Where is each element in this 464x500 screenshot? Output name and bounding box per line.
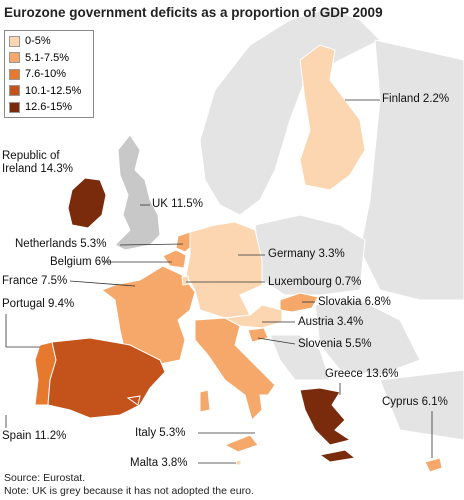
country-shape xyxy=(299,387,352,446)
leader-line xyxy=(69,280,136,287)
country-label: Belgium 6% xyxy=(50,256,112,268)
title: Eurozone government deficits as a propor… xyxy=(4,5,383,20)
country-shape xyxy=(162,249,187,269)
legend-label: 7.6-10% xyxy=(25,68,66,80)
legend-item: 7.6-10% xyxy=(9,68,66,80)
country-label: Germany 3.3% xyxy=(268,248,345,260)
note: Note: UK is grey because it has not adop… xyxy=(4,485,254,497)
legend-swatch xyxy=(9,68,20,80)
legend-item: 10.1-12.5% xyxy=(9,85,81,97)
country-label: Portugal 9.4% xyxy=(2,298,75,310)
country-shape xyxy=(67,177,107,229)
country-label: Italy 5.3% xyxy=(135,427,186,439)
balkans-west xyxy=(269,334,331,381)
country-label: UK 11.5% xyxy=(152,198,203,210)
country-shape xyxy=(175,231,194,253)
legend-item: 0-5% xyxy=(9,35,51,47)
legend-swatch xyxy=(9,85,20,96)
background-land xyxy=(199,7,464,441)
country-shape xyxy=(199,389,211,413)
country-shape xyxy=(194,317,276,421)
country-shape xyxy=(181,275,190,286)
leader-line xyxy=(5,314,40,348)
country-label: Finland 2.2% xyxy=(382,93,450,105)
country-label: Greece 13.6% xyxy=(325,368,399,380)
legend-item: 5.1-7.5% xyxy=(9,52,69,64)
country-label: Slovenia 5.5% xyxy=(298,338,372,350)
country-label: Cyprus 6.1% xyxy=(382,396,448,408)
country-shape xyxy=(235,459,242,466)
country-label: Malta 3.8% xyxy=(130,457,188,469)
country-shape xyxy=(185,221,263,319)
poland xyxy=(254,214,366,296)
country-shape xyxy=(318,449,357,463)
country-label: Luxembourg 0.7% xyxy=(268,276,362,288)
source: Source: Eurostat. xyxy=(4,472,86,484)
country-shape xyxy=(223,434,259,453)
legend-swatch xyxy=(9,101,20,113)
country-shape xyxy=(247,327,269,343)
country-shape xyxy=(299,44,366,191)
legend-label: 10.1-12.5% xyxy=(25,84,82,97)
turkey xyxy=(379,369,464,441)
country-label: Republic of Ireland 14.3% xyxy=(2,150,73,175)
legend-label: 0-5% xyxy=(25,35,51,47)
eastern-europe xyxy=(359,39,464,301)
legend-swatch xyxy=(9,52,20,63)
country-shape xyxy=(424,457,443,473)
legend-item: 12.6-15% xyxy=(9,101,72,113)
country-shape xyxy=(100,265,196,366)
country-label: Slovakia 6.8% xyxy=(318,296,391,308)
legend: 0-5% 5.1-7.5% 7.6-10% 10.1-12.5% 12.6-15% xyxy=(4,30,94,118)
country-shape xyxy=(126,395,141,406)
leader-line xyxy=(257,337,296,345)
country-label: Austria 3.4% xyxy=(298,316,364,328)
country-label: Netherlands 5.3% xyxy=(15,238,107,250)
legend-swatch xyxy=(9,35,20,47)
legend-label: 12.6-15% xyxy=(25,101,73,113)
country-label: Spain 11.2% xyxy=(2,430,67,442)
country-shape xyxy=(279,292,319,313)
balkans-east xyxy=(314,299,421,376)
country-shape xyxy=(114,134,161,251)
legend-label: 5.1-7.5% xyxy=(25,51,70,64)
leader-line xyxy=(119,243,184,246)
country-label: France 7.5% xyxy=(2,275,68,287)
